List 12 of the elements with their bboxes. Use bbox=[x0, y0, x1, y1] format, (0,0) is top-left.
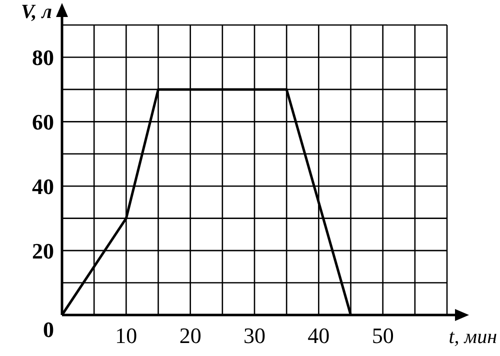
x-tick-label: 40 bbox=[308, 323, 330, 348]
x-tick-label: 50 bbox=[372, 323, 394, 348]
y-tick-label: 60 bbox=[32, 110, 54, 135]
x-axis-title: t, мин bbox=[448, 326, 498, 348]
y-axis-title: V, л bbox=[20, 1, 52, 23]
y-tick-label: 40 bbox=[32, 174, 54, 200]
y-tick-label: 0 bbox=[43, 317, 54, 342]
y-tick-label: 80 bbox=[32, 45, 54, 70]
x-tick-label: 30 bbox=[244, 323, 266, 348]
x-tick-label: 10 bbox=[115, 323, 138, 348]
x-tick-label: 20 bbox=[179, 323, 202, 348]
y-tick-label: 20 bbox=[32, 238, 54, 264]
